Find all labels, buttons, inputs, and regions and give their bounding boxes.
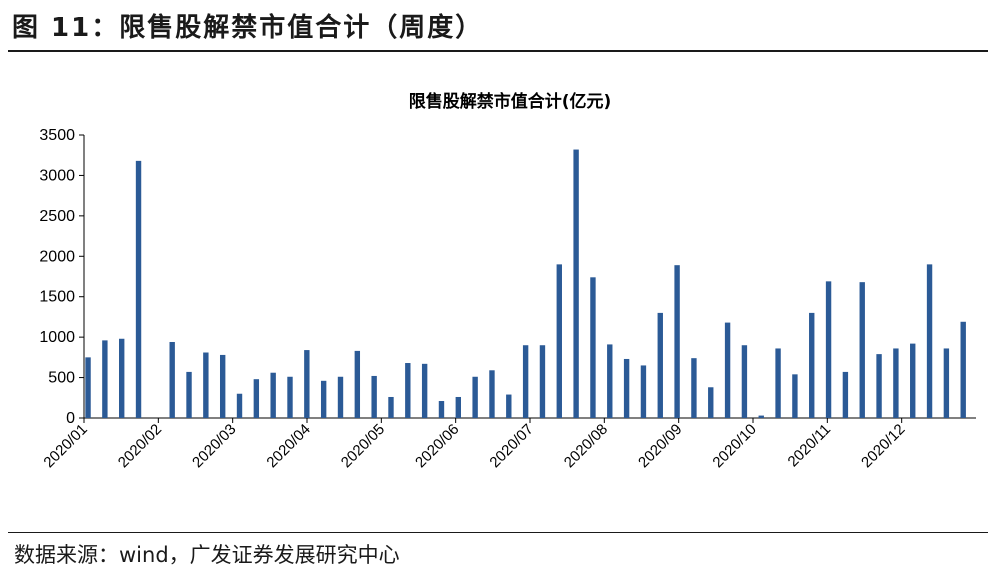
bar — [657, 312, 663, 418]
bar — [472, 376, 478, 418]
x-tick-label: 2020/12 — [858, 421, 908, 471]
bar — [236, 393, 243, 418]
bar — [623, 358, 630, 418]
bar — [119, 338, 125, 418]
bar — [371, 375, 377, 418]
figure-title: 图 11：限售股解禁市值合计（周度） — [12, 13, 484, 43]
source-note: 数据来源：wind，广发证券发展研究中心 — [14, 543, 400, 567]
x-tick-label: 2020/02 — [115, 421, 165, 471]
bar — [304, 350, 310, 418]
bar — [405, 363, 411, 418]
bar — [102, 340, 108, 418]
bar — [876, 354, 882, 418]
bar — [859, 282, 865, 418]
bar — [691, 358, 697, 418]
y-tick-label: 3000 — [39, 167, 75, 184]
bar — [438, 401, 445, 418]
bar — [455, 396, 461, 418]
x-tick-label: 2020/09 — [635, 421, 685, 471]
bar — [910, 343, 916, 418]
bar — [842, 371, 849, 418]
x-tick-label: 2020/10 — [709, 421, 759, 471]
bar — [85, 357, 91, 418]
bar — [421, 363, 428, 418]
bar — [893, 348, 899, 418]
bar — [943, 348, 950, 418]
bar — [825, 281, 832, 418]
bar — [573, 149, 579, 419]
bar — [354, 350, 361, 418]
x-tick-label: 2020/06 — [412, 421, 462, 471]
bar — [674, 265, 680, 418]
x-tick-label: 2020/01 — [40, 421, 90, 471]
bar — [203, 352, 209, 418]
top-rule — [8, 50, 988, 52]
bar — [926, 264, 933, 418]
bar — [253, 379, 260, 418]
bar — [320, 380, 327, 418]
bar — [758, 415, 764, 418]
x-tick-label: 2020/03 — [189, 421, 239, 471]
y-tick-label: 2500 — [39, 208, 75, 225]
bar — [169, 341, 175, 418]
bar — [388, 396, 394, 418]
x-tick-label: 2020/08 — [561, 421, 611, 471]
chart-title: 限售股解禁市值合计(亿元) — [409, 91, 612, 112]
x-tick-label: 2020/11 — [785, 421, 835, 471]
bar — [539, 345, 546, 418]
bar — [186, 371, 192, 418]
x-tick-label: 2020/04 — [263, 421, 313, 471]
bar — [724, 322, 731, 418]
bar — [506, 394, 512, 418]
bar — [556, 264, 562, 418]
x-tick-label: 2020/05 — [338, 421, 388, 471]
y-axis: 0 500 1000 1500 2000 2500 3000 3500 — [39, 127, 85, 427]
bar — [489, 370, 495, 418]
bar — [590, 277, 596, 418]
y-tick-label: 500 — [48, 370, 75, 387]
y-tick-label: 2000 — [39, 248, 75, 265]
bar — [640, 365, 647, 418]
bottom-rule — [8, 532, 988, 533]
y-tick-label: 3500 — [39, 127, 75, 144]
x-tick-label: 2020/07 — [486, 421, 536, 471]
bar — [287, 376, 293, 418]
x-axis: 2020/01 2020/02 2020/03 2020/04 2020/05 2020/… — [40, 417, 976, 471]
bar — [270, 372, 276, 418]
bar — [741, 345, 748, 418]
bar — [607, 344, 613, 418]
bar — [960, 321, 966, 418]
y-tick-label: 0 — [66, 410, 75, 427]
bar — [792, 374, 798, 418]
bar — [708, 387, 714, 418]
bars — [85, 149, 966, 419]
bar — [775, 348, 781, 418]
y-tick-label: 1500 — [39, 289, 75, 306]
bar — [809, 312, 815, 418]
figure-header: 图 11：限售股解禁市值合计（周度） — [12, 8, 483, 48]
bar — [135, 160, 142, 418]
bar-chart: 限售股解禁市值合计(亿元) 0 500 1000 1500 2000 2500 3000 35… — [39, 91, 976, 471]
bar — [219, 354, 226, 418]
bar — [337, 376, 344, 418]
bar — [522, 345, 529, 418]
y-tick-label: 1000 — [39, 329, 75, 346]
